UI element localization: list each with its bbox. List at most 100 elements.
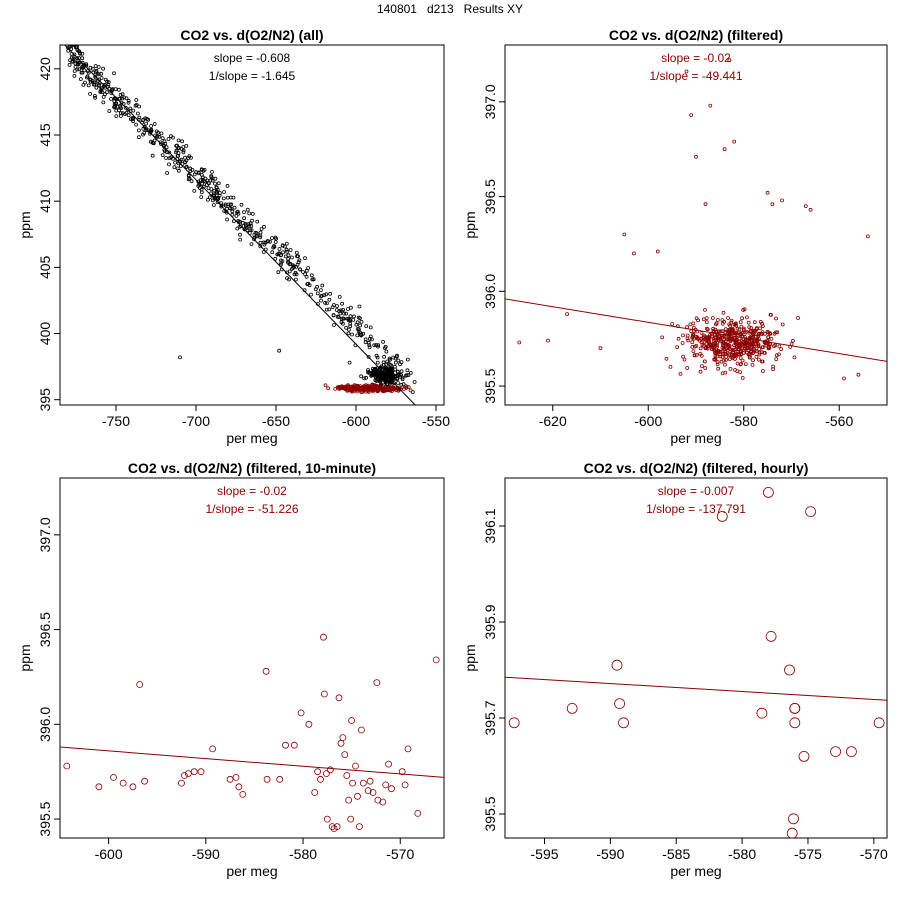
data-point	[247, 211, 252, 216]
data-point	[109, 91, 114, 95]
data-point	[376, 343, 381, 348]
x-tick-label: -560	[825, 413, 853, 429]
data-point	[146, 117, 151, 122]
data-point	[324, 301, 329, 306]
data-point	[250, 211, 255, 216]
data-point	[69, 47, 74, 51]
data-point	[297, 258, 302, 263]
data-point	[396, 358, 401, 363]
data-point	[199, 167, 204, 172]
data-point	[735, 326, 740, 331]
data-point	[230, 209, 235, 214]
data-point	[751, 331, 756, 335]
data-point	[93, 64, 98, 68]
data-point	[856, 372, 861, 377]
data-point	[252, 237, 256, 242]
data-point	[699, 331, 704, 335]
data-point	[101, 95, 106, 99]
data-point	[767, 346, 772, 350]
data-point	[96, 65, 101, 69]
data-point	[247, 223, 252, 228]
data-point	[508, 717, 520, 729]
data-point	[660, 335, 665, 340]
data-point	[169, 134, 173, 139]
data-point	[190, 768, 198, 776]
data-point	[694, 334, 698, 339]
y-tick-label: 400	[37, 322, 53, 346]
data-point	[756, 343, 761, 348]
data-point	[741, 327, 746, 332]
data-point	[774, 357, 779, 362]
regression-line	[505, 676, 887, 701]
y-tick-label: 396.1	[482, 508, 498, 543]
data-point	[174, 143, 179, 148]
data-point	[199, 187, 204, 192]
data-point	[152, 138, 157, 143]
y-axis-label: ppm	[462, 644, 478, 671]
data-point	[335, 304, 339, 308]
data-point	[263, 775, 271, 783]
data-point	[720, 354, 725, 359]
data-point	[242, 216, 247, 221]
x-tick-label: -590	[596, 846, 624, 862]
data-point	[399, 369, 404, 374]
data-point	[199, 195, 204, 200]
data-point	[394, 354, 399, 359]
data-point	[234, 213, 239, 218]
data-point	[738, 356, 743, 361]
data-point	[320, 633, 327, 641]
data-point	[72, 69, 77, 73]
data-point	[773, 330, 778, 335]
data-point	[327, 307, 332, 312]
data-point	[333, 823, 341, 830]
data-point	[331, 313, 336, 318]
data-point	[339, 317, 344, 322]
data-point	[94, 68, 99, 73]
data-point	[88, 65, 93, 70]
data-point	[381, 360, 386, 365]
data-point	[238, 219, 242, 224]
data-point	[216, 181, 221, 186]
data-point	[149, 124, 154, 128]
data-point	[357, 316, 362, 321]
data-point	[137, 115, 142, 120]
data-point	[160, 153, 165, 158]
x-tick-label: -575	[794, 846, 822, 862]
data-point	[352, 388, 357, 393]
data-point	[67, 63, 72, 67]
data-point	[80, 70, 85, 75]
data-point	[364, 324, 369, 329]
data-point	[176, 146, 181, 151]
data-point	[707, 338, 712, 343]
data-point	[367, 387, 372, 392]
inverse-slope-annotation: 1/slope = -137.791	[646, 502, 746, 516]
x-tick-label: -550	[422, 413, 450, 429]
data-point	[276, 270, 281, 275]
data-point	[243, 221, 248, 226]
data-point	[732, 322, 737, 327]
data-point	[178, 779, 185, 787]
data-point	[348, 717, 356, 724]
data-point	[297, 709, 305, 717]
data-point	[131, 119, 136, 124]
data-point	[618, 717, 629, 729]
data-point	[73, 61, 78, 66]
data-point	[751, 358, 755, 363]
data-point	[739, 362, 743, 366]
data-point	[118, 96, 122, 101]
data-point	[129, 783, 137, 791]
data-point	[180, 139, 185, 144]
y-tick-label: 410	[37, 189, 53, 213]
slope-annotation: slope = -0.02	[217, 484, 287, 498]
data-point	[741, 308, 746, 312]
data-point	[187, 176, 192, 181]
data-point	[311, 789, 319, 796]
data-point	[290, 741, 298, 749]
data-point	[258, 240, 263, 245]
data-point	[124, 96, 129, 101]
data-point	[846, 746, 857, 757]
data-point	[209, 187, 214, 192]
data-point	[382, 781, 390, 789]
data-point	[106, 82, 111, 87]
data-point	[293, 270, 298, 275]
